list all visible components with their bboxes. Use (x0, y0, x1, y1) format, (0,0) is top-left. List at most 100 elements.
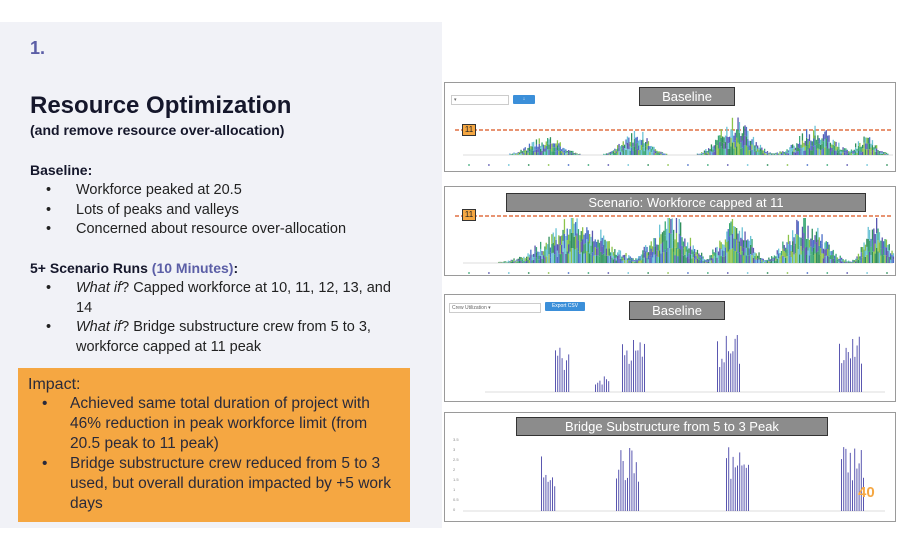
scenarios-list: What if? Capped workforce at 10, 11, 12,… (46, 279, 406, 357)
chart-bar (829, 146, 832, 151)
chart-bar (621, 260, 623, 263)
chart-bar (611, 252, 613, 258)
chart-bar (740, 237, 742, 247)
chart-bar (625, 256, 627, 260)
chart-bar (710, 144, 713, 148)
chart-bar (752, 148, 755, 155)
chart-bar (695, 252, 697, 256)
chart-bar (538, 255, 540, 260)
chart-bar (626, 259, 629, 262)
chart-bar (768, 259, 770, 262)
chart-bar (636, 148, 638, 155)
chart-bar (853, 261, 855, 263)
chart-bar (667, 218, 669, 233)
chart-bar (885, 154, 888, 155)
chart-bar (514, 154, 517, 155)
chart-bar (640, 260, 643, 263)
chart-bar (569, 150, 571, 153)
chart-bar (652, 257, 654, 263)
slide-number: 1. (30, 38, 46, 58)
chart-bar (799, 148, 801, 155)
chart-bar (674, 255, 676, 263)
chart-bar (818, 149, 820, 155)
crew-select[interactable]: Crew Utilization ▾ (449, 303, 541, 313)
chart-bar (537, 149, 539, 153)
chart-bar (706, 152, 708, 154)
legend-marker (826, 164, 829, 166)
chart-bar (813, 240, 815, 248)
chart-bar (849, 261, 851, 262)
chart-bar (884, 152, 886, 154)
chart-bar (814, 145, 816, 155)
chart-bar (884, 255, 886, 263)
chart-bar (887, 257, 889, 263)
chart-bar (785, 151, 787, 153)
chart-bar (537, 259, 539, 263)
list-item-emphasis: What if (76, 280, 122, 296)
chart-bar (530, 149, 532, 153)
chart-bar (706, 259, 708, 261)
chart-bar (597, 247, 599, 256)
chart-bar (558, 151, 560, 155)
chart-bar (845, 347, 847, 392)
chart-bar (549, 247, 552, 253)
chart-bar (601, 237, 603, 247)
chart-bar (523, 148, 525, 151)
chart-bar (509, 261, 511, 262)
chart-bar (696, 153, 699, 154)
chart-bar (681, 254, 683, 263)
chart-bar (555, 143, 557, 148)
y-tick-label: 2.5 (453, 457, 459, 462)
chart-bar (541, 259, 543, 263)
chart-bar (701, 153, 703, 155)
chart-bar (810, 254, 812, 263)
chart-bar (703, 153, 706, 155)
chart-select[interactable]: ▾ (451, 95, 509, 105)
chart-bar (757, 148, 759, 152)
chart-bar (748, 240, 750, 249)
chart-bar (776, 254, 778, 259)
chart-bar (624, 151, 626, 155)
chart-bar (726, 458, 727, 511)
chart-bar (612, 259, 615, 263)
chart-bar (514, 153, 517, 155)
chart-bar (820, 240, 822, 249)
export-csv-button[interactable]: Export CSV (545, 302, 585, 311)
chart-bar (548, 254, 550, 263)
chart-bar (698, 259, 700, 263)
chart-bar (717, 251, 720, 256)
chart-bar (738, 122, 741, 134)
chart-bar (535, 149, 538, 155)
chart-bar (615, 151, 617, 154)
chart-bar (719, 255, 721, 263)
chart-bar (516, 153, 518, 155)
chart-bar (674, 247, 676, 256)
chart-bar (806, 246, 808, 255)
chart-bar (885, 247, 888, 256)
chart-bar (618, 258, 620, 263)
chart-bar (729, 136, 731, 143)
chart-bar (738, 241, 741, 253)
chart-bar (729, 223, 731, 237)
chart-bar (855, 147, 857, 152)
chart-bar (713, 145, 715, 149)
chart-bar (750, 140, 752, 146)
chart-bar (606, 379, 607, 392)
chart-bar (724, 135, 727, 143)
chart-bar (834, 255, 836, 259)
chart-bar (551, 143, 553, 148)
chart-bar (514, 261, 517, 263)
chart-bar (866, 143, 868, 150)
chart-bar (572, 248, 574, 263)
chart-bar (891, 258, 893, 263)
chart-bar (726, 231, 728, 243)
chart-bar (730, 146, 732, 155)
chart-bar (610, 255, 612, 260)
chart-bar (741, 227, 743, 240)
chart-bar (835, 256, 837, 260)
chart-bar (603, 244, 605, 254)
export-button[interactable]: ↓ (513, 95, 535, 104)
chart-bar (752, 136, 755, 143)
chart-bar (860, 257, 862, 263)
chart-bar (531, 260, 533, 263)
